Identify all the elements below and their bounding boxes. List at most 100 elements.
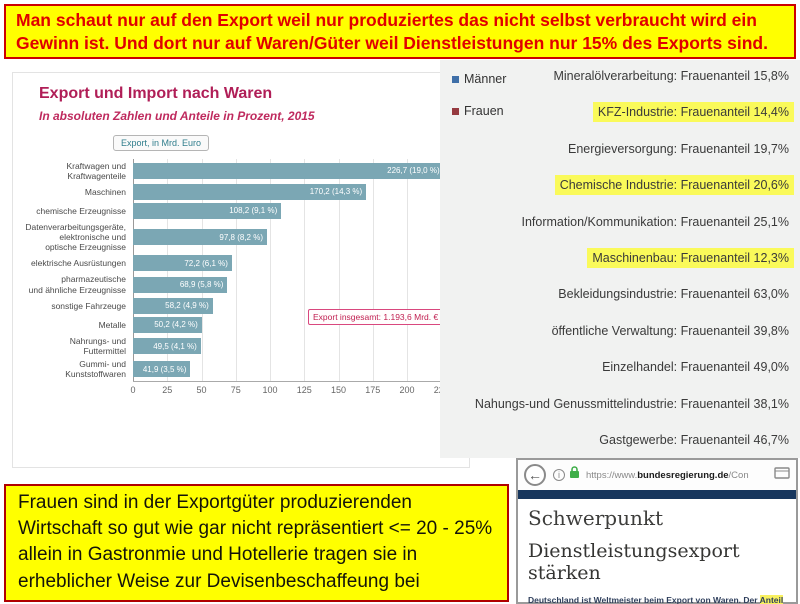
industry-row: Information/Kommunikation: Frauenanteil …: [521, 214, 789, 229]
industry-row: Einzelhandel: Frauenanteil 49,0%: [602, 360, 789, 375]
bar-value-label: 49,5 (4,1 %): [153, 341, 197, 351]
legend: Männer Frauen: [452, 72, 506, 136]
industry-list: Mineralölverarbeitung: Frauenanteil 15,8…: [475, 66, 794, 450]
bar-value-label: 226,7 (19,0 %): [387, 166, 440, 176]
bar-value-label: 108,2 (9,1 %): [229, 206, 278, 216]
bottom-note-banner: Frauen sind in der Exportgüter produzier…: [4, 484, 509, 602]
bar-value-label: 97,8 (8,2 %): [219, 232, 263, 242]
bar-row: elektrische Ausrüstungen 72,2 (6,1 %): [21, 254, 461, 273]
bar-track: 50,2 (4,2 %): [133, 316, 455, 333]
bar: 108,2 (9,1 %): [133, 202, 282, 219]
bar-rows: Kraftwagen und Kraftwagenteile 226,7 (19,0…: [21, 159, 461, 381]
bar-row: pharmazeutische und ähnliche Erzeugnisse 6…: [21, 273, 461, 296]
legend-swatch: [452, 75, 459, 83]
bar-value-label: 58,2 (4,9 %): [165, 301, 209, 311]
url-field[interactable]: https://www.bundesregierung.de/Con: [586, 470, 770, 481]
industry-row: Mineralölverarbeitung: Frauenanteil 15,8…: [553, 69, 789, 83]
x-axis-tick-label: 150: [331, 385, 347, 396]
browser-content: Schwerpunkt Dienstleistungsexport stärke…: [518, 499, 796, 604]
bar-row: Metalle 50,2 (4,2 %): [21, 315, 461, 334]
bar: 97,8 (8,2 %): [133, 229, 267, 246]
x-axis: 0255075100125150175200225: [130, 381, 455, 397]
article-heading: Dienstleistungsexport stärken: [528, 540, 740, 584]
export-total-annotation: Export insgesamt: 1.193,6 Mrd. € (100: [308, 309, 463, 325]
url-suffix: /Con: [728, 469, 749, 481]
info-icon[interactable]: i: [553, 469, 565, 481]
industry-row: Bekleidungsindustrie: Frauenanteil 63,0%: [558, 287, 789, 302]
bar: 68,9 (5,8 %): [133, 276, 228, 293]
chart-title: Export und Import nach Waren: [39, 85, 273, 102]
back-button[interactable]: ←: [524, 464, 546, 486]
x-axis-tick-label: 0: [130, 385, 136, 396]
chart-subtitle: In absoluten Zahlen und Anteile in Proze…: [39, 109, 315, 123]
bar-row: Datenverarbeitungsgeräte, elektronische u…: [21, 220, 461, 254]
legend-label: Frauen: [464, 104, 504, 118]
bar-category-label: sonstige Fahrzeuge: [51, 300, 126, 311]
bar-row: Kraftwagen und Kraftwagenteile 226,7 (19,0…: [21, 159, 461, 182]
x-axis-tick-label: 100: [262, 385, 278, 396]
industry-row: öffentliche Verwaltung: Frauenanteil 39,…: [551, 323, 789, 338]
teaser-plain: Deutschland ist Weltmeister beim Export …: [528, 595, 760, 604]
bar: 170,2 (14,3 %): [133, 183, 367, 200]
bar-row: chemische Erzeugnisse 108,2 (9,1 %): [21, 201, 461, 220]
bar-track: 49,5 (4,1 %): [133, 338, 455, 354]
x-axis-tick-label: 175: [365, 385, 381, 396]
bar-track: 68,9 (5,8 %): [133, 276, 455, 293]
x-axis-tick-label: 25: [162, 385, 173, 396]
legend-swatch: [452, 107, 459, 115]
x-axis-tick-label: 75: [230, 385, 241, 396]
bar-value-label: 41,9 (3,5 %): [142, 364, 187, 374]
site-header-bar: [518, 490, 796, 499]
industry-row: Nahungs-und Genussmittelindustrie: Fraue…: [474, 396, 789, 411]
industry-row: Energieversorgung: Frauenanteil 19,7%: [568, 141, 789, 156]
bookmark-page-icon[interactable]: [774, 466, 790, 484]
export-unit-tab[interactable]: Export, in Mrd. Euro: [113, 135, 210, 151]
bar-category-label: Kraftwagen und Kraftwagenteile: [66, 160, 126, 181]
lock-icon[interactable]: [569, 466, 580, 484]
bar-category-label: pharmazeutische und ähnliche Erzeugnisse: [28, 274, 126, 295]
browser-toolbar: ← i https://www.bundesregierung.de/Con: [518, 460, 796, 490]
legend-item: Frauen: [452, 104, 506, 118]
bar-category-label: chemische Erzeugnisse: [36, 205, 126, 216]
bar: 72,2 (6,1 %): [133, 255, 232, 272]
bar-category-label: Maschinen: [84, 186, 126, 197]
bar-value-label: 68,9 (5,8 %): [179, 280, 224, 290]
bar-track: 108,2 (9,1 %): [133, 202, 455, 219]
industry-row: Maschinenbau: Frauenanteil 12,3%: [587, 247, 794, 268]
bar-category-label: Gummi- und Kunststoffwaren: [65, 359, 126, 380]
bar-value-label: 72,2 (6,1 %): [184, 258, 228, 268]
bar-row: Nahrungs- und Futtermittel 49,5 (4,1 %): [21, 334, 461, 357]
bar: 41,9 (3,5 %): [133, 361, 191, 378]
bar-category-label: Nahrungs- und Futtermittel: [69, 335, 126, 356]
legend-item: Männer: [452, 72, 506, 86]
x-axis-tick-label: 125: [296, 385, 312, 396]
bar: 49,5 (4,1 %): [133, 338, 201, 354]
industry-row: Gastgewerbe: Frauenanteil 46,7%: [599, 432, 789, 447]
bar-row: Maschinen 170,2 (14,3 %): [21, 182, 461, 201]
bar-row: Gummi- und Kunststoffwaren 41,9 (3,5 %): [21, 358, 461, 381]
bar: 226,7 (19,0 %): [133, 162, 444, 179]
x-axis-tick-label: 200: [399, 385, 415, 396]
legend-label: Männer: [464, 72, 507, 86]
bar-category-label: elektrische Ausrüstungen: [31, 258, 126, 269]
x-axis-tick-label: 50: [196, 385, 207, 396]
url-domain: bundesregierung.de: [637, 469, 729, 481]
export-chart-card: Export und Import nach Waren In absolute…: [12, 72, 470, 468]
bar-track: 72,2 (6,1 %): [133, 255, 455, 272]
bar-row: sonstige Fahrzeuge 58,2 (4,9 %): [21, 296, 461, 315]
article-teaser: Deutschland ist Weltmeister beim Export …: [528, 593, 786, 604]
bar-track: 226,7 (19,0 %): [133, 162, 455, 179]
frauenanteil-panel: Männer Frauen Mineralölverarbeitung: Frau…: [440, 60, 800, 458]
bar-category-label: Datenverarbeitungsgeräte, elektronische u…: [25, 221, 126, 253]
bar-track: 170,2 (14,3 %): [133, 183, 455, 200]
bar: 50,2 (4,2 %): [133, 316, 202, 333]
bar-category-label: Metalle: [98, 319, 126, 330]
bar-value-label: 50,2 (4,2 %): [154, 320, 198, 330]
industry-row: Chemische Industrie: Frauenanteil 20,6%: [554, 175, 794, 196]
bar-track: 58,2 (4,9 %): [133, 297, 455, 314]
bar-value-label: 170,2 (14,3 %): [309, 187, 363, 197]
bar-plot: Kraftwagen und Kraftwagenteile 226,7 (19,0…: [21, 159, 461, 397]
site-section-heading: Schwerpunkt: [528, 506, 664, 530]
top-note-banner: Man schaut nur auf den Export weil nur p…: [4, 4, 796, 59]
bar-track: 97,8 (8,2 %): [133, 229, 455, 246]
